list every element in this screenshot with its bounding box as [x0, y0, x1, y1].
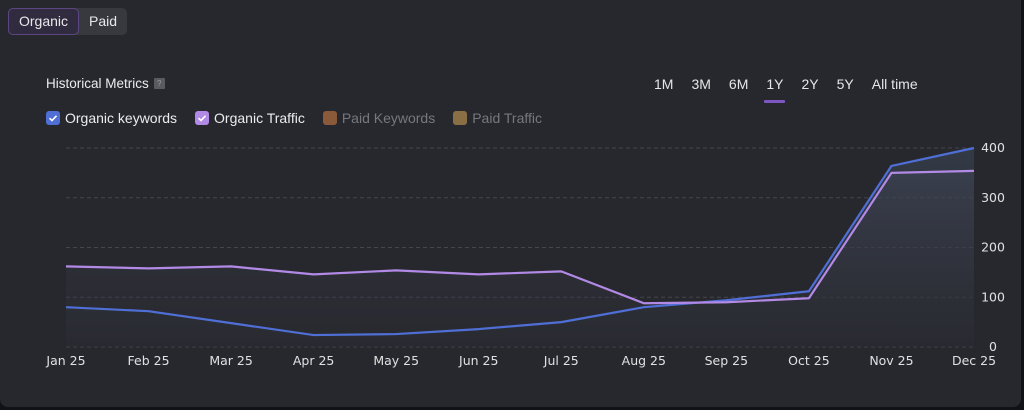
checkbox-checked-icon[interactable]: [46, 111, 60, 125]
chart-legend: Organic keywords Organic Traffic Paid Ke…: [46, 110, 542, 126]
range-5y[interactable]: 5Y: [836, 76, 854, 92]
checkbox-unchecked-icon[interactable]: [322, 111, 337, 125]
chart-title-row: Historical Metrics ?: [46, 76, 165, 91]
x-tick-label: Aug 25: [622, 353, 666, 368]
line-organic-keywords: [65, 146, 975, 337]
question-mark-icon[interactable]: ?: [153, 78, 165, 89]
legend-paid-traffic[interactable]: Paid Traffic: [453, 110, 542, 126]
x-axis: Jan 25 Feb 25 Mar 25 Apr 25 May 25 Jun 25 Jul …: [45, 353, 996, 368]
legend-paid-keywords[interactable]: Paid Keywords: [322, 110, 436, 126]
range-6m[interactable]: 6M: [728, 76, 749, 92]
legend-organic-keywords[interactable]: Organic keywords: [46, 110, 177, 126]
legend-label: Organic Traffic: [214, 110, 305, 126]
legend-label: Paid Keywords: [341, 110, 436, 126]
y-tick-label: 300: [981, 190, 1005, 205]
area-fills: [66, 148, 974, 347]
y-axis: 0 100 200 300 400: [981, 140, 1005, 354]
y-tick-label: 100: [981, 289, 1005, 304]
x-tick-label: Feb 25: [128, 353, 170, 368]
y-tick-label: 0: [989, 339, 997, 354]
legend-organic-traffic[interactable]: Organic Traffic: [195, 110, 305, 126]
paid-tab[interactable]: Paid: [89, 13, 118, 29]
x-tick-label: Dec 25: [952, 353, 996, 368]
line-organic-traffic: [65, 169, 975, 305]
y-tick-label: 200: [981, 240, 1005, 255]
range-all-time[interactable]: All time: [871, 76, 918, 92]
x-tick-label: Apr 25: [293, 353, 335, 368]
organic-tab[interactable]: Organic: [8, 8, 80, 35]
x-tick-label: Nov 25: [869, 353, 913, 368]
range-3m[interactable]: 3M: [691, 76, 711, 92]
x-tick-label: Jun 25: [458, 353, 498, 368]
legend-label: Organic keywords: [65, 110, 178, 126]
organic-paid-toggle: Organic Paid: [8, 8, 128, 35]
series-lines: [65, 146, 975, 337]
x-tick-label: Oct 25: [788, 353, 830, 368]
legend-label: Paid Traffic: [472, 110, 542, 126]
chart-title: Historical Metrics: [46, 76, 149, 91]
range-1y[interactable]: 1Y: [757, 76, 792, 103]
x-tick-label: May 25: [373, 353, 419, 368]
x-tick-label: Jul 25: [543, 353, 579, 368]
area-organic-traffic: [66, 170, 974, 347]
x-tick-label: Sep 25: [705, 353, 748, 368]
x-tick-label: Mar 25: [209, 353, 252, 368]
checkbox-unchecked-icon[interactable]: [453, 111, 468, 125]
y-tick-label: 400: [981, 140, 1005, 155]
range-1m[interactable]: 1M: [654, 76, 674, 92]
range-2y[interactable]: 2Y: [801, 76, 819, 92]
checkbox-checked-icon[interactable]: [195, 111, 210, 125]
time-range-selector: 1M 3M 6M 1Y 2Y 5Y All time: [645, 76, 927, 103]
x-tick-label: Jan 25: [45, 353, 85, 368]
